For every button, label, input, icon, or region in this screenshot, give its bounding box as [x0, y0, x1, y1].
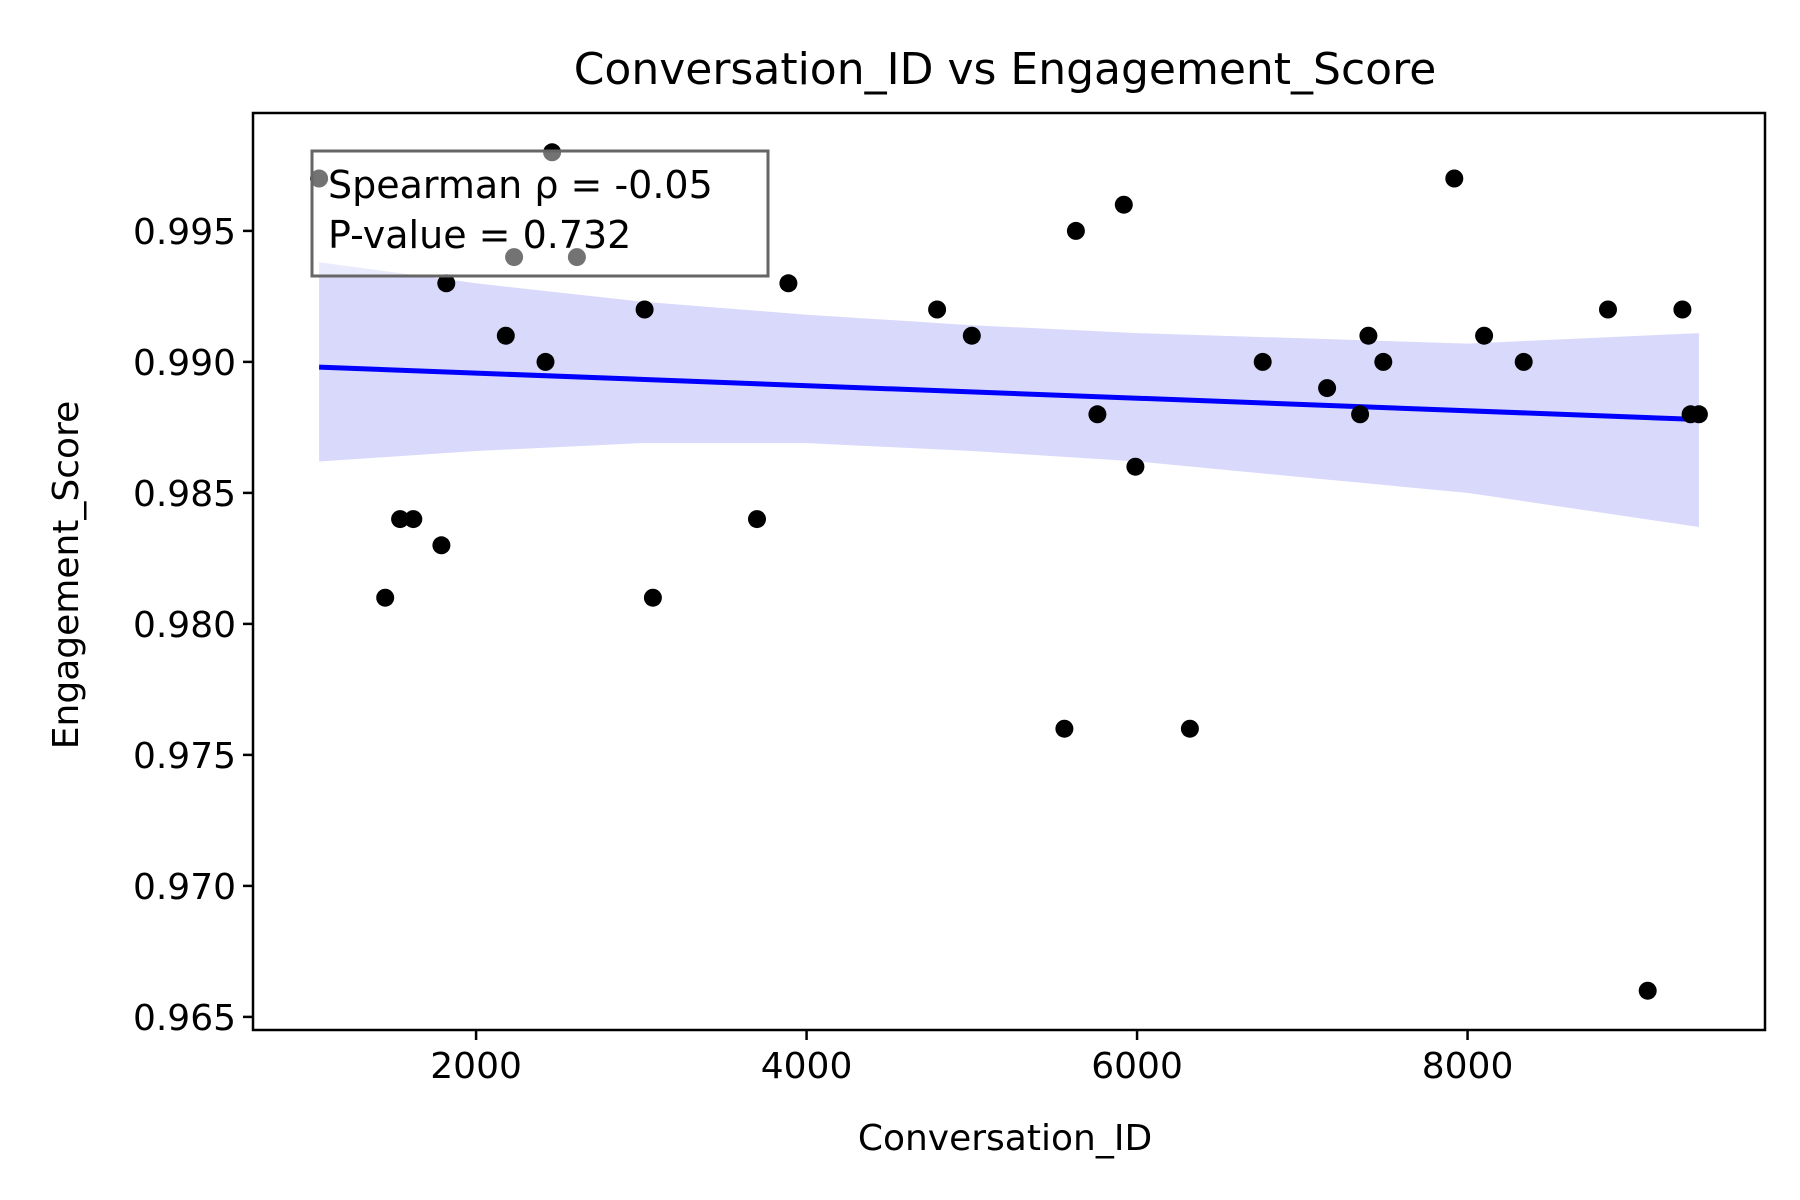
p-value-text: P-value = 0.732: [328, 213, 631, 257]
scatter-point: [1374, 352, 1393, 371]
scatter-point: [962, 326, 981, 345]
scatter-point: [1126, 457, 1145, 476]
scatter-point: [1351, 405, 1370, 424]
scatter-point: [1673, 300, 1692, 319]
scatter-point: [404, 510, 423, 529]
scatter-point: [1253, 352, 1272, 371]
y-tick-label: 0.990: [133, 343, 236, 384]
y-tick-label: 0.985: [133, 474, 236, 515]
scatter-point: [1599, 300, 1617, 319]
scatter-point: [437, 274, 456, 293]
scatter-point: [496, 326, 515, 345]
scatter-point: [1359, 326, 1378, 345]
scatter-point: [536, 352, 555, 371]
x-axis-label: Conversation_ID: [858, 1118, 1152, 1159]
regression-line: [319, 364, 1699, 423]
scatter-point: [1066, 221, 1085, 240]
y-tick-label: 0.970: [133, 867, 236, 908]
scatter-point: [635, 300, 654, 319]
y-axis-ticks: 0.965 0.970 0.975 0.980 0.985 0.990 0.995: [133, 212, 253, 1039]
scatter-point: [1318, 379, 1337, 398]
scatter-point: [1114, 195, 1133, 214]
stats-annotation: Spearman ρ = -0.05 P-value = 0.732: [310, 149, 770, 278]
y-tick-label: 0.965: [133, 998, 236, 1039]
y-tick-label: 0.995: [133, 212, 236, 253]
scatter-point: [310, 169, 329, 188]
annotation-box: [310, 149, 770, 278]
scatter-point: [391, 510, 410, 529]
scatter-point: [1475, 326, 1494, 345]
scatter-point: [748, 510, 766, 529]
scatter-point: [432, 536, 451, 555]
spearman-text: Spearman ρ = -0.05: [328, 163, 713, 207]
scatter-point: [1180, 719, 1199, 738]
scatter-points-layer: [310, 143, 1708, 1000]
regression-line-layer: [319, 364, 1699, 423]
plot-frame: [251, 111, 1767, 1032]
y-tick-label: 0.975: [133, 736, 236, 777]
scatter-point: [1055, 719, 1074, 738]
x-axis-ticks: 2000 4000 6000 8000: [430, 1030, 1513, 1087]
x-tick-label: 8000: [1422, 1046, 1514, 1087]
scatter-point: [505, 248, 524, 267]
scatter-point: [1514, 352, 1533, 371]
y-axis-label: Engagement_Score: [46, 401, 87, 749]
scatter-point: [779, 274, 798, 293]
x-tick-label: 6000: [1091, 1046, 1183, 1087]
scatter-point: [1689, 405, 1708, 424]
chart-title: Conversation_ID vs Engagement_Score: [574, 44, 1437, 95]
scatter-point: [567, 248, 586, 267]
scatter-point: [928, 300, 947, 319]
y-tick-label: 0.980: [133, 605, 236, 646]
x-tick-label: 4000: [761, 1046, 853, 1087]
x-tick-label: 2000: [430, 1046, 522, 1087]
scatter-point: [643, 588, 662, 607]
scatter-point: [1638, 981, 1657, 1000]
scatter-point: [1088, 405, 1107, 424]
scatter-point: [1445, 169, 1464, 188]
scatter-point: [376, 588, 395, 607]
